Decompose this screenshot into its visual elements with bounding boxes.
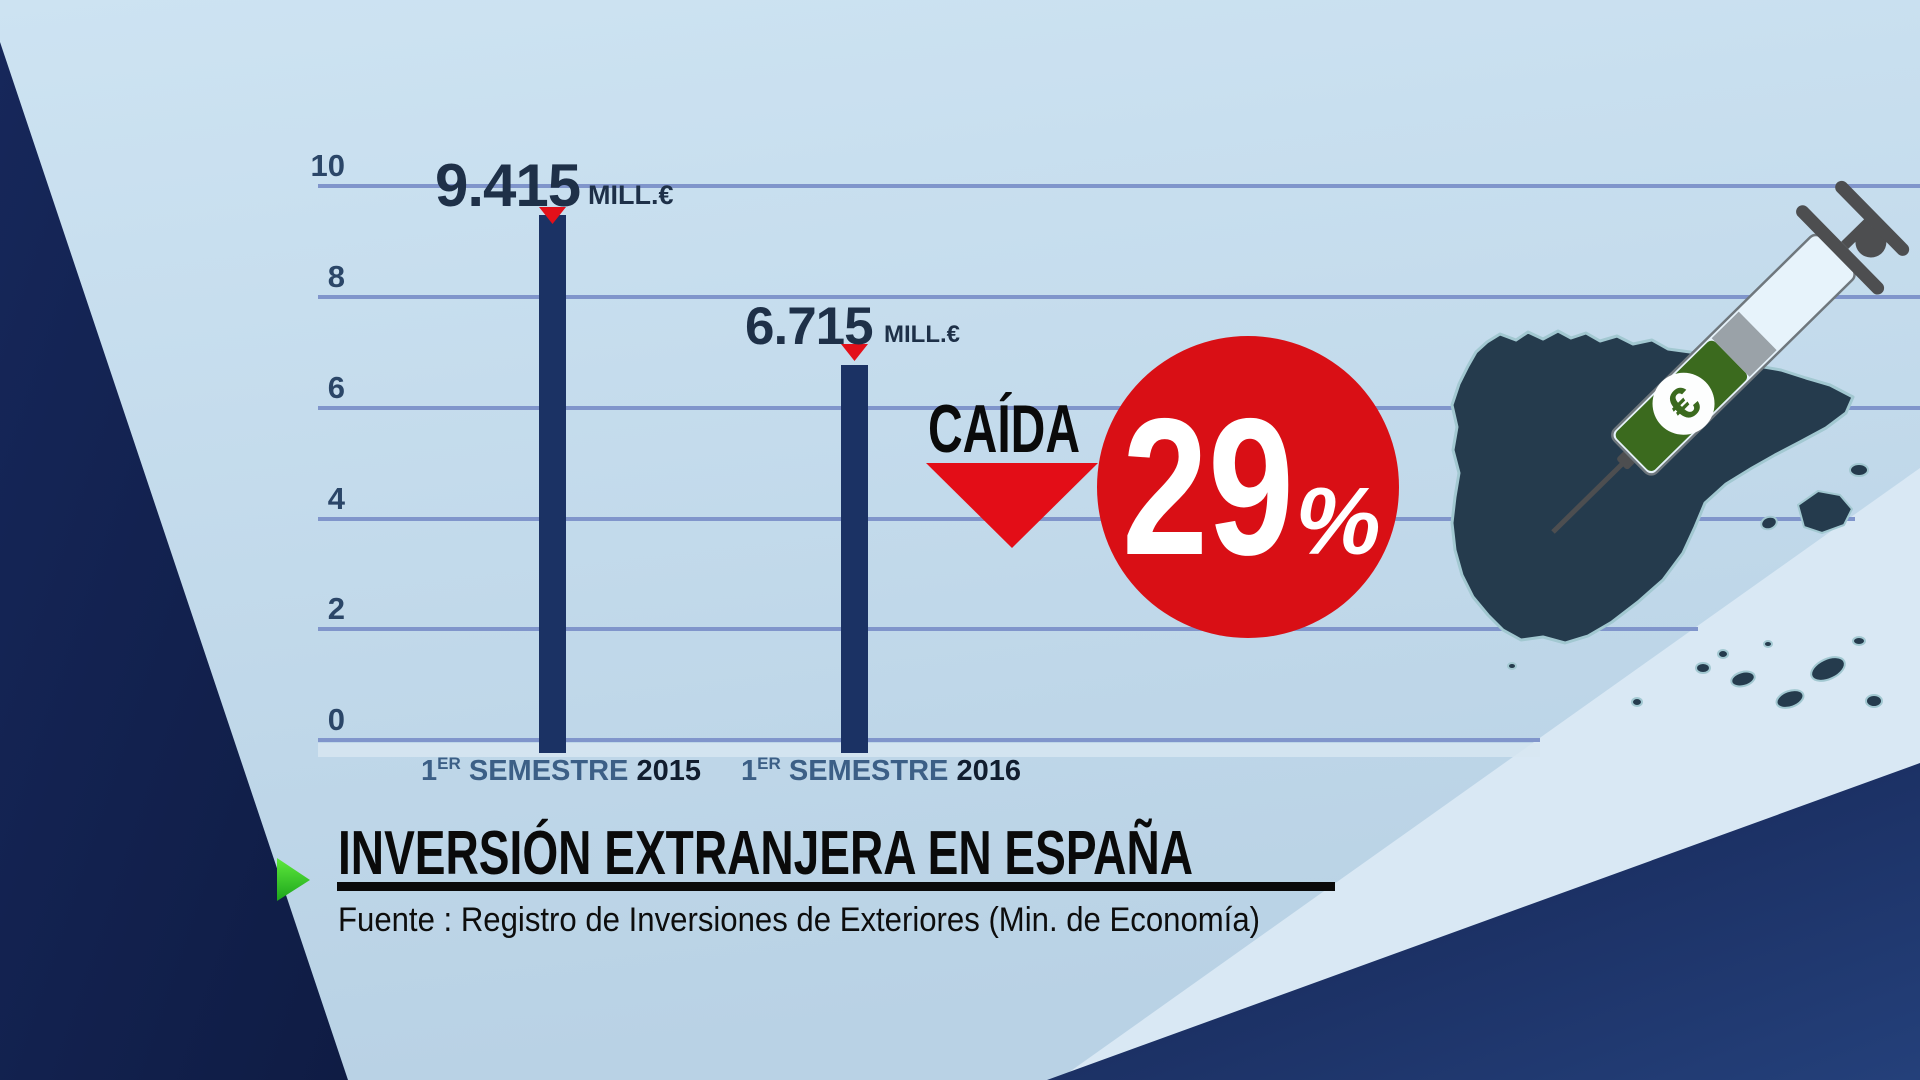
syringe-flange xyxy=(1796,205,1885,295)
bar-2016 xyxy=(841,365,868,753)
navy-band-bottom-right xyxy=(1047,763,1920,1080)
value-2015-unit: MILL.€ xyxy=(588,180,674,210)
island-menorca xyxy=(1849,463,1869,477)
x-label-2016-word: SEMESTRE xyxy=(781,755,957,787)
bar-2015 xyxy=(539,215,566,753)
syringe-needle xyxy=(1551,458,1628,534)
y-axis-ticks: 10 8 6 4 2 0 xyxy=(311,148,346,737)
spain-mainland xyxy=(1450,329,1855,645)
canary-island-2 xyxy=(1717,649,1729,659)
canary-island-7 xyxy=(1852,636,1866,646)
syringe-plunger-handle xyxy=(1835,180,1910,256)
x-label-2015-num: 1 xyxy=(421,755,437,787)
bar-chart: 10 8 6 4 2 0 9.415 MILL.€ 6.715 MILL.€ 1… xyxy=(311,148,1920,787)
lower-third: INVERSIÓN EXTRANJERA EN ESPAÑA Fuente : … xyxy=(277,819,1335,939)
bar-marker-arrow-2016 xyxy=(841,344,868,361)
canary-island-8 xyxy=(1865,694,1883,708)
y-tick-4: 4 xyxy=(328,481,346,516)
drop-percent-badge xyxy=(1097,336,1399,638)
canary-island-6 xyxy=(1810,656,1846,682)
syringe-plunger-knob xyxy=(1855,226,1887,258)
play-triangle-icon xyxy=(277,858,310,901)
syringe-plunger-seal xyxy=(1711,311,1777,377)
x-label-2016-sup: ER xyxy=(757,754,781,773)
y-tick-0: 0 xyxy=(328,702,345,737)
value-2015: 9.415 xyxy=(435,152,580,219)
drop-label: CAÍDA xyxy=(928,391,1080,467)
canary-island-5 xyxy=(1775,689,1805,709)
balearic-islands xyxy=(1507,463,1869,707)
axis-baseline-strip xyxy=(318,743,1540,757)
y-tick-8: 8 xyxy=(328,259,345,294)
euro-badge-icon xyxy=(1652,372,1715,435)
x-label-2015: 1ER SEMESTRE 2015 xyxy=(421,754,701,787)
canary-islands xyxy=(1695,636,1883,709)
island-ibiza xyxy=(1760,515,1778,531)
y-tick-6: 6 xyxy=(328,370,345,405)
drop-percent-symbol: % xyxy=(1295,468,1380,575)
euro-syringe-icon: € xyxy=(1551,180,1910,534)
value-2016: 6.715 xyxy=(745,297,873,356)
x-label-2016-year: 2016 xyxy=(956,755,1021,787)
navy-wedge-left xyxy=(0,42,348,1080)
x-label-2016: 1ER SEMESTRE 2016 xyxy=(741,754,1021,787)
canary-island-4 xyxy=(1763,640,1773,648)
island-mallorca xyxy=(1797,490,1853,534)
x-label-2016-num: 1 xyxy=(741,755,757,787)
drop-arrow-icon xyxy=(926,463,1098,548)
spain-map-icon xyxy=(1450,329,1883,709)
canary-island-1 xyxy=(1695,662,1711,674)
x-label-2015-sup: ER xyxy=(437,754,461,773)
drop-callout: CAÍDA 29 % xyxy=(926,336,1399,638)
canary-island-3 xyxy=(1730,670,1756,688)
y-tick-10: 10 xyxy=(311,148,345,183)
source-caption: Fuente : Registro de Inversiones de Exte… xyxy=(338,901,1260,939)
drop-percent-value: 29 xyxy=(1122,378,1294,596)
island-dot-south xyxy=(1507,662,1517,670)
island-dot-southeast xyxy=(1631,697,1643,707)
chart-title: INVERSIÓN EXTRANJERA EN ESPAÑA xyxy=(338,819,1193,888)
title-underline xyxy=(337,882,1335,891)
y-tick-2: 2 xyxy=(328,591,345,626)
x-label-2015-word: SEMESTRE xyxy=(461,755,637,787)
value-2016-unit: MILL.€ xyxy=(884,321,960,348)
bar-marker-arrow-2015 xyxy=(539,207,566,224)
x-label-2015-year: 2015 xyxy=(636,755,701,787)
